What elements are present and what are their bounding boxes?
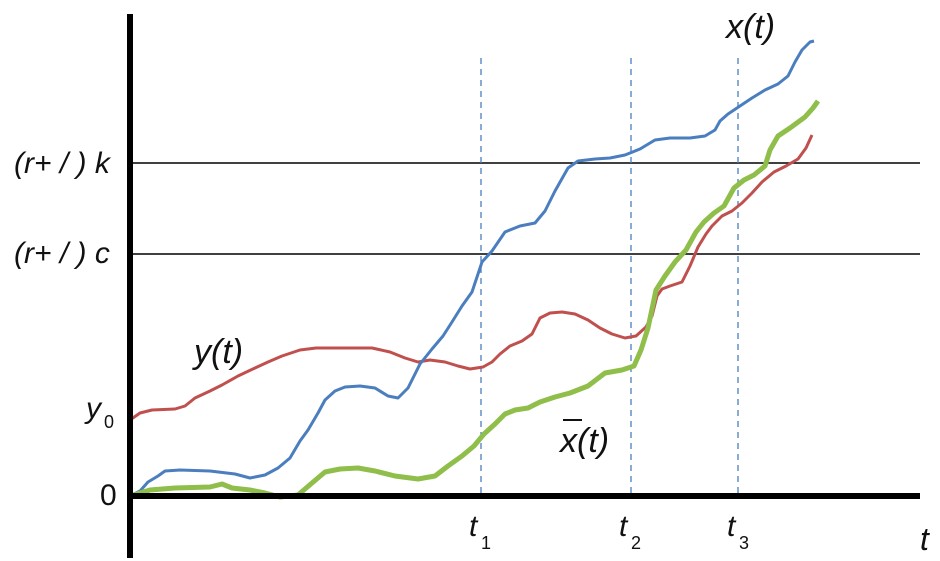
t3-subscript: 3 — [739, 533, 749, 553]
t-axis-label: t — [920, 521, 930, 557]
t3-label: t — [727, 510, 737, 543]
t1-subscript: 1 — [481, 533, 491, 553]
t2-label: t — [619, 510, 629, 543]
x-curve — [129, 39, 815, 498]
t1-label: t — [469, 510, 479, 543]
y-curve-label: y(t) — [192, 333, 243, 371]
y0-label: y — [84, 392, 103, 425]
level-c-label: (r+ / ) c — [14, 237, 110, 270]
x-curve-label: x(t) — [724, 8, 775, 46]
level-k-label: (r+ / ) k — [14, 147, 112, 180]
xbar-curve-label: x(t) — [558, 422, 609, 460]
t2-subscript: 2 — [631, 533, 641, 553]
zero-label: 0 — [100, 479, 117, 512]
y-curve — [129, 134, 814, 422]
xbar-curve — [129, 99, 821, 500]
y0-subscript: 0 — [104, 412, 114, 432]
